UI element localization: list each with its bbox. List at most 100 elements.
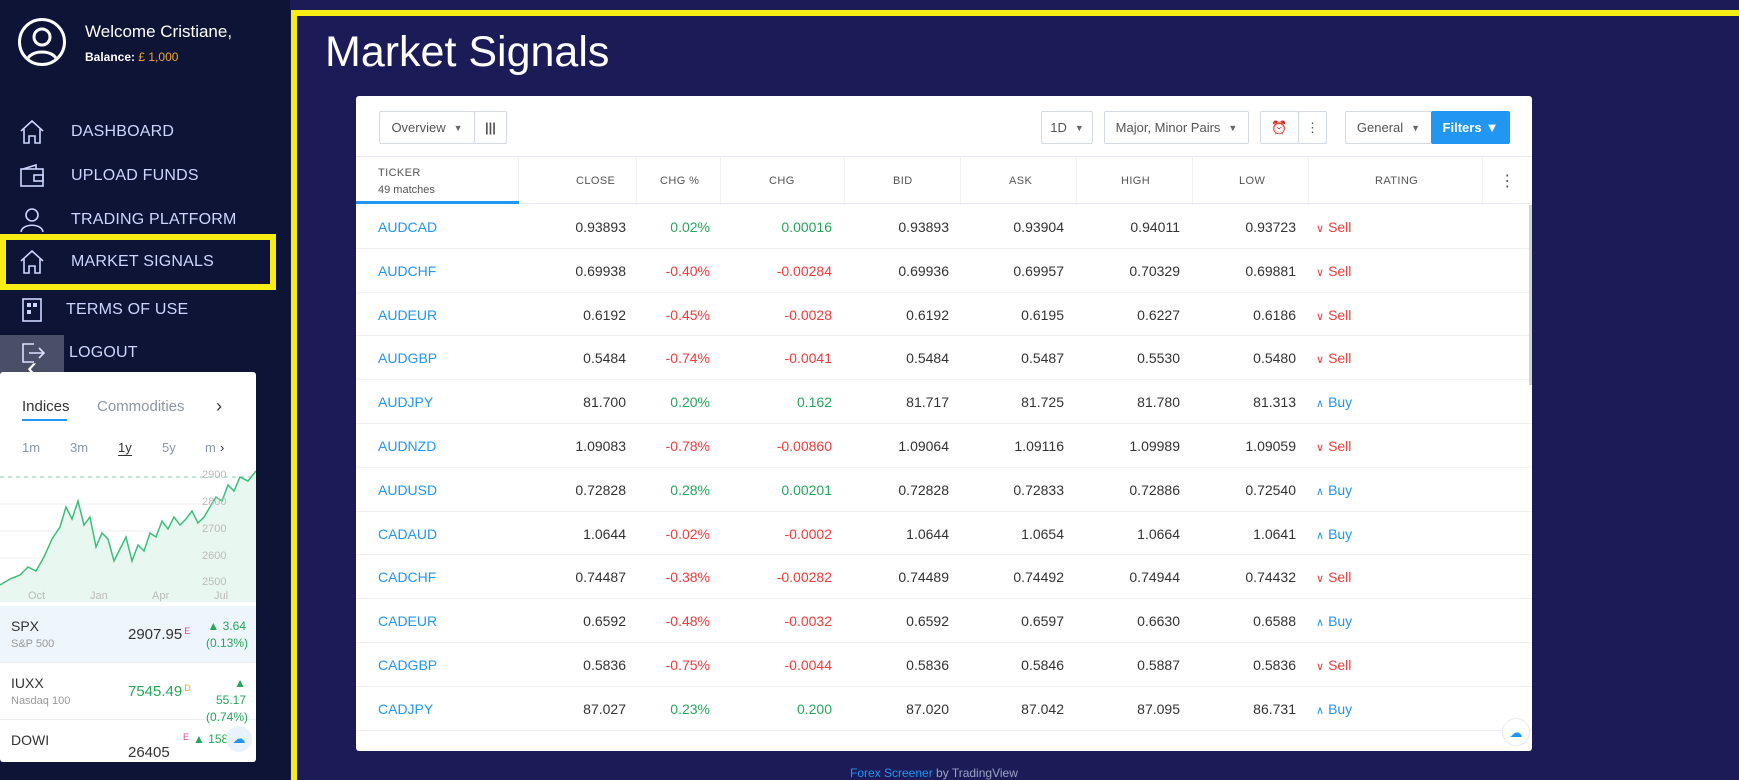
home-icon <box>18 248 46 276</box>
cell-chg: -0.00282 <box>776 569 832 586</box>
cell-ask: 0.69957 <box>1013 262 1064 279</box>
rating-label: Sell <box>1328 656 1352 673</box>
col-ask[interactable]: ASK <box>961 157 1077 205</box>
cell-bid: 1.09064 <box>898 437 949 454</box>
cell-ticker[interactable]: AUDCHF <box>378 262 437 279</box>
cell-ticker[interactable]: CADGBP <box>378 656 438 673</box>
nav-logout[interactable]: LOGOUT <box>0 333 280 373</box>
index-row[interactable]: SPX S&P 500 2907.95 E ▲ 3.64 (0.13%) <box>0 606 256 663</box>
table-row[interactable]: AUDEUR 0.6192 -0.45% -0.0028 0.6192 0.6195 0.6… <box>356 293 1532 337</box>
col-ticker[interactable]: TICKER <box>356 157 519 205</box>
cell-close: 0.93893 <box>575 219 626 235</box>
cell-ticker[interactable]: CADCHF <box>378 569 437 586</box>
rating-label: Buy <box>1328 525 1353 542</box>
range-1m[interactable]: 1m <box>22 440 41 455</box>
col-rating[interactable]: RATING <box>1309 157 1483 205</box>
range-1y[interactable]: 1y <box>118 440 132 456</box>
cell-ticker[interactable]: AUDCAD <box>378 219 438 235</box>
table-row[interactable]: AUDCAD 0.93893 0.02% 0.00016 0.93893 0.93904 0… <box>356 205 1532 249</box>
col-ticker-label: TICKER <box>378 167 421 179</box>
cell-ticker[interactable]: AUDUSD <box>378 481 438 498</box>
table-row[interactable]: CADGBP 0.5836 -0.75% -0.0044 0.5836 0.5846 0.5… <box>356 643 1532 687</box>
nav-market-signals[interactable]: MARKET SIGNALS <box>0 234 276 290</box>
nav-terms-of-use[interactable]: TERMS OF USE <box>0 290 280 330</box>
index-row[interactable]: IUXX Nasdaq 100 7545.49 D ▲ 55.17 (0.74%) <box>0 663 256 724</box>
range-3m[interactable]: 3m <box>70 440 89 455</box>
col-close[interactable]: CLOSE <box>519 157 637 205</box>
cell-ticker[interactable]: AUDJPY <box>378 394 434 411</box>
chevron-left-icon[interactable]: ‹ <box>0 335 64 401</box>
tradingview-cloud-icon[interactable]: ☁ <box>226 726 252 752</box>
rating-label: Buy <box>1328 613 1353 630</box>
index-change: ▲ 55.17 (0.74%) <box>206 675 248 726</box>
cell-ask: 0.5846 <box>1021 656 1064 673</box>
table-row[interactable]: CADJPY 87.027 0.23% 0.200 87.020 87.042 87.095… <box>356 687 1532 731</box>
general-dropdown[interactable]: General ▼ <box>1345 111 1432 144</box>
welcome-text: Welcome Cristiane, <box>85 22 233 41</box>
table-row[interactable]: AUDNZD 1.09083 -0.78% -0.00860 1.09064 1.0911… <box>356 424 1532 468</box>
table-row[interactable]: AUDUSD 0.72828 0.28% 0.00201 0.72828 0.72833 0… <box>356 468 1532 512</box>
nav-label: TERMS OF USE <box>66 301 189 318</box>
footer-by: by TradingView <box>932 766 1018 780</box>
price-value: 7545.49 <box>128 683 183 700</box>
cell-bid: 81.717 <box>906 394 949 411</box>
table-scrollbar[interactable] <box>1529 205 1532 385</box>
nav-trading-platform[interactable]: TRADING PLATFORM <box>0 200 280 240</box>
cell-close: 0.69938 <box>575 262 626 279</box>
cell-high: 81.780 <box>1137 394 1180 411</box>
chevron-right-icon[interactable]: › <box>220 440 225 455</box>
range-more[interactable]: m <box>205 440 216 455</box>
cell-ticker[interactable]: CADEUR <box>378 613 438 630</box>
columns-button[interactable]: ||| <box>474 111 507 144</box>
col-high[interactable]: HIGH <box>1077 157 1193 205</box>
cell-ticker[interactable]: AUDNZD <box>378 437 437 454</box>
pairs-dropdown[interactable]: Major, Minor Pairs ▼ <box>1104 111 1249 144</box>
table-row[interactable]: CADAUD 1.0644 -0.02% -0.0002 1.0644 1.0654 1.0… <box>356 512 1532 556</box>
more-options-button[interactable]: ⋮ <box>1298 111 1327 144</box>
rating-label: Buy <box>1328 481 1353 498</box>
axis-x-label: Oct <box>28 590 45 602</box>
cell-chg: 0.00201 <box>781 481 832 498</box>
filters-button[interactable]: Filters ▼ <box>1431 111 1510 144</box>
forex-screener-link[interactable]: Forex Screener <box>850 766 933 780</box>
interval-dropdown[interactable]: 1D ▼ <box>1041 111 1093 144</box>
cell-rating: ∨ Sell <box>1316 657 1351 673</box>
cell-chg: -0.0028 <box>784 306 832 323</box>
cell-ticker[interactable]: AUDEUR <box>378 306 438 323</box>
table-row[interactable]: AUDJPY 81.700 0.20% 0.162 81.717 81.725 81.780… <box>356 380 1532 424</box>
column-menu-button[interactable]: ⋮ <box>1483 157 1532 205</box>
cell-bid: 0.74489 <box>898 569 949 586</box>
nav-dashboard[interactable]: DASHBOARD <box>0 112 280 152</box>
index-row[interactable]: DOWI 26405 E ▲ 158 <box>0 720 256 762</box>
nav-upload-funds[interactable]: UPLOAD FUNDS <box>0 156 280 196</box>
cell-ticker[interactable]: CADJPY <box>378 700 434 717</box>
cell-chg-pct: -0.40% <box>665 262 710 279</box>
table-row[interactable]: CADEUR 0.6592 -0.48% -0.0032 0.6592 0.6597 0.6… <box>356 599 1532 643</box>
nav-label: DASHBOARD <box>71 123 175 140</box>
cell-ask: 1.0654 <box>1021 525 1064 542</box>
cell-ticker[interactable]: CADAUD <box>378 525 438 542</box>
cell-high: 0.5530 <box>1137 350 1180 367</box>
avatar[interactable] <box>18 18 66 66</box>
widget-tabs: Indices Commodities › <box>0 372 256 424</box>
cell-rating: ∨ Sell <box>1316 263 1351 279</box>
table-row[interactable]: AUDGBP 0.5484 -0.74% -0.0041 0.5484 0.5487 0.5… <box>356 336 1532 381</box>
col-chg-pct[interactable]: CHG % <box>637 157 721 205</box>
chevron-right-icon[interactable]: › <box>216 396 222 416</box>
table-row[interactable]: CADCHF 0.74487 -0.38% -0.00282 0.74489 0.7449… <box>356 555 1532 600</box>
tradingview-cloud-icon[interactable]: ☁ <box>1502 718 1530 746</box>
table-row[interactable]: AUDCHF 0.69938 -0.40% -0.00284 0.69936 0.6995… <box>356 249 1532 293</box>
cell-ticker[interactable]: AUDGBP <box>378 350 438 367</box>
col-bid[interactable]: BID <box>845 157 961 205</box>
cell-ask: 0.6195 <box>1021 306 1064 323</box>
col-rating-label: RATING <box>1375 175 1419 187</box>
overview-dropdown[interactable]: Overview ▼ <box>379 111 475 144</box>
kebab-menu-icon: ⋮ <box>1499 173 1516 190</box>
alert-button[interactable]: ⏰ <box>1260 111 1299 144</box>
range-5y[interactable]: 5y <box>162 440 176 455</box>
tab-indices[interactable]: Indices <box>22 398 70 415</box>
col-chg[interactable]: CHG <box>721 157 845 205</box>
cell-rating: ∧ Buy <box>1316 701 1352 717</box>
col-low[interactable]: LOW <box>1193 157 1309 205</box>
tab-commodities[interactable]: Commodities <box>97 398 185 415</box>
